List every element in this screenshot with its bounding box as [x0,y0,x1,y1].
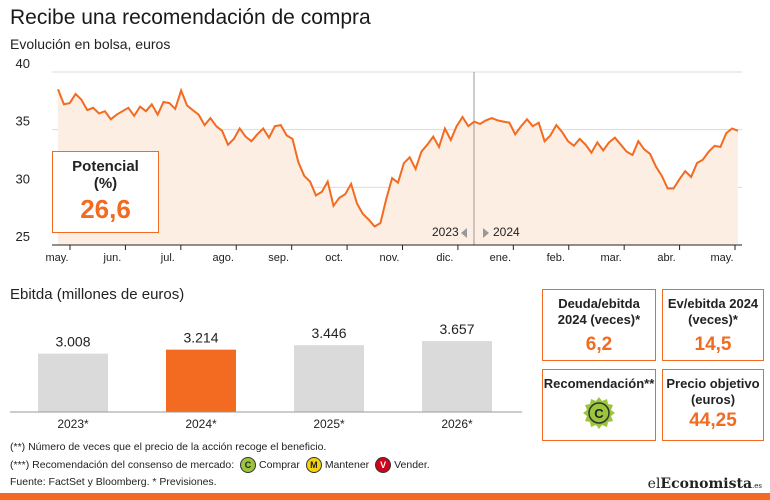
deuda-label-line2: 2024 (veces)* [557,312,641,327]
line-chart-x-ticks: may. jun. jul. ago. sep. oct. nov. dic. ene. feb.… [45,245,736,264]
precio-value: 44,25 [689,410,737,431]
arrow-right-icon [483,228,489,238]
precio-label-line2: (euros) [690,392,736,407]
chart-subtitle: Evolución en bolsa, euros [10,36,171,52]
bar-category-label: 2025* [313,417,345,431]
precio-label-line1: Precio objetivo [666,376,760,391]
potencial-label-line2: (%) [93,175,118,192]
bar-category-label: 2023* [57,417,89,431]
x-tick-label: ene. [490,252,511,264]
arrow-left-icon [461,228,467,238]
note-line2: (***) Recomendación del consenso de merc… [10,457,430,473]
potencial-label-line1: Potencial [72,158,139,175]
year-label-right: 2024 [493,225,520,239]
ev-ebitda-box: Ev/ebitda 2024 (veces)* 14,5 [662,289,764,361]
bar-2025* [294,345,364,412]
recomendacion-box: Recomendación** C [542,369,656,441]
x-tick-label: jul. [160,252,175,264]
precio-objetivo-box: Precio objetivo (euros) 44,25 [662,369,764,441]
x-tick-label: nov. [380,252,400,264]
bar-2023* [38,353,108,412]
deuda-ebitda-box: Deuda/ebitda 2024 (veces)* 6,2 [542,289,656,361]
eleconomista-logo: elEconomista.es [648,476,762,492]
potencial-box: Potencial (%) 26,6 [52,151,159,233]
comprar-icon: C [240,457,257,473]
x-tick-label: mar. [600,252,621,264]
x-tick-label: oct. [325,252,343,264]
x-tick-label: ago. [213,252,234,264]
deuda-label-line1: Deuda/ebitda [558,296,640,311]
comprar-badge-icon: C [583,397,615,429]
line-chart-y-ticks: 25 30 35 40 [16,56,30,244]
x-tick-label: feb. [547,252,565,264]
logo-part1: el [647,476,661,492]
recomendacion-label: Recomendación** [543,376,655,391]
bar-category-label: 2026* [441,417,473,431]
x-tick-label: abr. [657,252,675,264]
ebitda-bars: 3.008 2023* 3.214 2024* 3.446 2025* 3.657 2026* [38,321,492,431]
bar-value-label: 3.008 [55,334,90,350]
y-tick-label: 35 [16,114,30,129]
mantener-label: Mantener [324,458,370,471]
ev-label-line1: Ev/ebitda 2024 [667,296,759,311]
price-line [57,87,739,228]
y-tick-label: 40 [16,56,30,71]
bottom-accent-bar [0,493,770,500]
ev-value: 14,5 [694,334,732,355]
bar-category-label: 2024* [185,417,217,431]
year-label-left: 2023 [432,225,459,239]
recomendacion-badge-letter: C [594,406,604,421]
deuda-value: 6,2 [585,334,613,355]
logo-part2: Economista [660,476,753,492]
bar-value-label: 3.214 [183,330,218,346]
potencial-label: Potencial (%) [53,158,158,192]
bar-value-label: 3.446 [311,325,346,341]
vender-label: Vender. [394,458,430,471]
mantener-icon: M [305,457,322,473]
comprar-label: Comprar [259,458,300,471]
ebitda-title: Ebitda (millones de euros) [10,286,185,303]
x-tick-label: dic. [436,252,453,264]
bar-value-label: 3.657 [439,321,474,337]
logo-suffix: .es [752,482,762,490]
bar-2026* [422,341,492,412]
x-tick-label: may. [710,252,733,264]
potencial-value: 26,6 [80,194,131,224]
price-area [58,89,738,245]
vender-icon: V [375,457,392,473]
y-tick-label: 30 [16,171,30,186]
x-tick-label: jun. [103,252,122,264]
y-tick-label: 25 [16,229,30,244]
ev-label-line2: (veces)* [688,312,738,327]
source-note: Fuente: FactSet y Bloomberg. * Prevision… [10,476,217,488]
page-title: Recibe una recomendación de compra [10,6,371,29]
bar-2024* [166,349,236,412]
note-line1: (**) Número de veces que el precio de la… [10,441,327,453]
x-tick-label: may. [45,252,68,264]
x-tick-label: sep. [268,252,289,264]
note-line2-prefix: (***) Recomendación del consenso de merc… [10,458,235,471]
